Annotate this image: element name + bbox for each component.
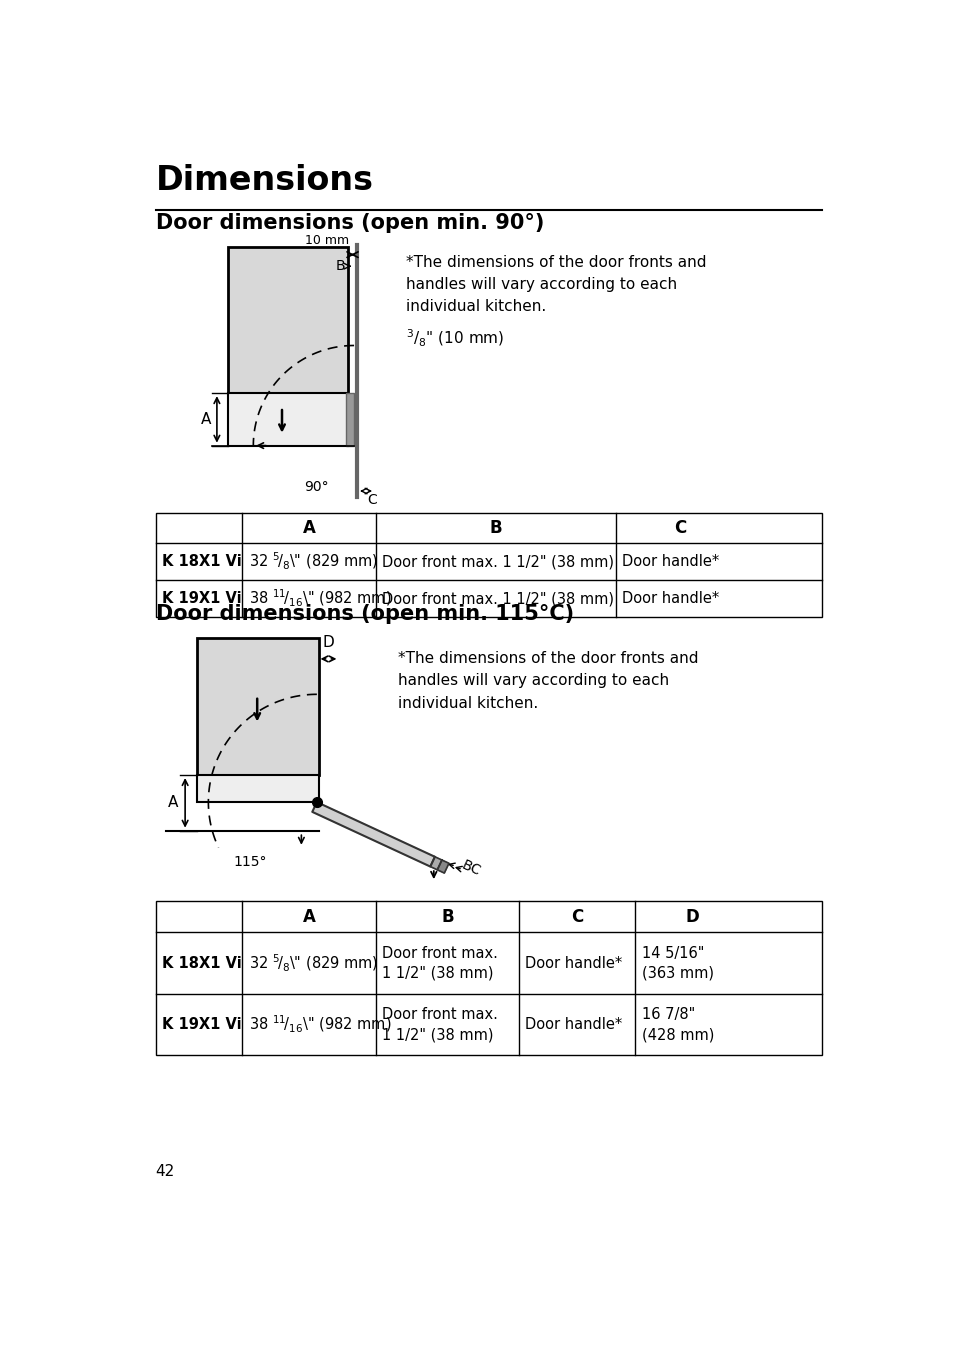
Text: Door handle*: Door handle* — [525, 956, 622, 971]
Text: K 19X1 Vi: K 19X1 Vi — [162, 1017, 241, 1032]
Text: K 19X1 Vi: K 19X1 Vi — [162, 591, 241, 606]
Polygon shape — [312, 802, 435, 867]
Text: A: A — [168, 795, 178, 810]
Text: 32 $^5\!/_8$\" (829 mm): 32 $^5\!/_8$\" (829 mm) — [249, 953, 377, 973]
Text: 90°: 90° — [304, 480, 329, 495]
Bar — [155, 902, 821, 1056]
Bar — [196, 775, 319, 802]
Text: A: A — [302, 907, 315, 926]
Text: A: A — [201, 412, 211, 427]
Polygon shape — [430, 857, 441, 869]
Text: 115°: 115° — [233, 856, 266, 869]
Text: B: B — [440, 907, 454, 926]
Bar — [228, 393, 348, 446]
Text: Door handle*: Door handle* — [525, 1017, 622, 1032]
Text: K 18X1 Vi: K 18X1 Vi — [162, 956, 241, 971]
Text: Door dimensions (open min. 115°C): Door dimensions (open min. 115°C) — [155, 604, 573, 625]
Text: Door front max. 1 1/2" (38 mm): Door front max. 1 1/2" (38 mm) — [381, 554, 614, 569]
Text: C: C — [466, 861, 481, 877]
Text: A: A — [302, 519, 315, 537]
Text: C: C — [571, 907, 583, 926]
Text: Door front max.
1 1/2" (38 mm): Door front max. 1 1/2" (38 mm) — [381, 1007, 497, 1042]
Text: D: D — [685, 907, 699, 926]
Text: B: B — [459, 857, 474, 875]
Text: *The dimensions of the door fronts and
handles will vary according to each
indiv: *The dimensions of the door fronts and h… — [406, 254, 706, 314]
Text: *The dimensions of the door fronts and
handles will vary according to each
indiv: *The dimensions of the door fronts and h… — [397, 652, 698, 711]
Text: C: C — [674, 519, 686, 537]
Text: 38 $^{11}\!/_{16}$\" (982 mm): 38 $^{11}\!/_{16}$\" (982 mm) — [249, 588, 391, 610]
Text: Door front max.
1 1/2" (38 mm): Door front max. 1 1/2" (38 mm) — [381, 945, 497, 980]
Bar — [196, 638, 319, 775]
Polygon shape — [436, 860, 449, 873]
Text: 42: 42 — [155, 1164, 174, 1179]
Text: Door handle*: Door handle* — [621, 554, 719, 569]
Text: 16 7/8"
(428 mm): 16 7/8" (428 mm) — [641, 1007, 713, 1042]
Text: 32 $^5\!/_8$\" (829 mm): 32 $^5\!/_8$\" (829 mm) — [249, 552, 377, 572]
Text: Door handle*: Door handle* — [621, 591, 719, 606]
Text: K 18X1 Vi: K 18X1 Vi — [162, 554, 241, 569]
Bar — [346, 393, 354, 446]
Bar — [228, 247, 348, 393]
Text: $^3/_8$" (10 mm): $^3/_8$" (10 mm) — [406, 327, 504, 349]
Text: 10 mm: 10 mm — [304, 234, 348, 247]
Text: 14 5/16"
(363 mm): 14 5/16" (363 mm) — [641, 945, 713, 980]
Text: Door front max. 1 1/2" (38 mm): Door front max. 1 1/2" (38 mm) — [381, 591, 614, 606]
Text: D: D — [322, 634, 334, 650]
Text: Dimensions: Dimensions — [155, 164, 374, 197]
Text: B: B — [489, 519, 501, 537]
Text: 38 $^{11}\!/_{16}$\" (982 mm): 38 $^{11}\!/_{16}$\" (982 mm) — [249, 1014, 391, 1036]
Text: C: C — [367, 493, 376, 507]
Bar — [155, 512, 821, 618]
Text: B: B — [335, 260, 344, 273]
Text: Door dimensions (open min. 90°): Door dimensions (open min. 90°) — [155, 214, 543, 233]
